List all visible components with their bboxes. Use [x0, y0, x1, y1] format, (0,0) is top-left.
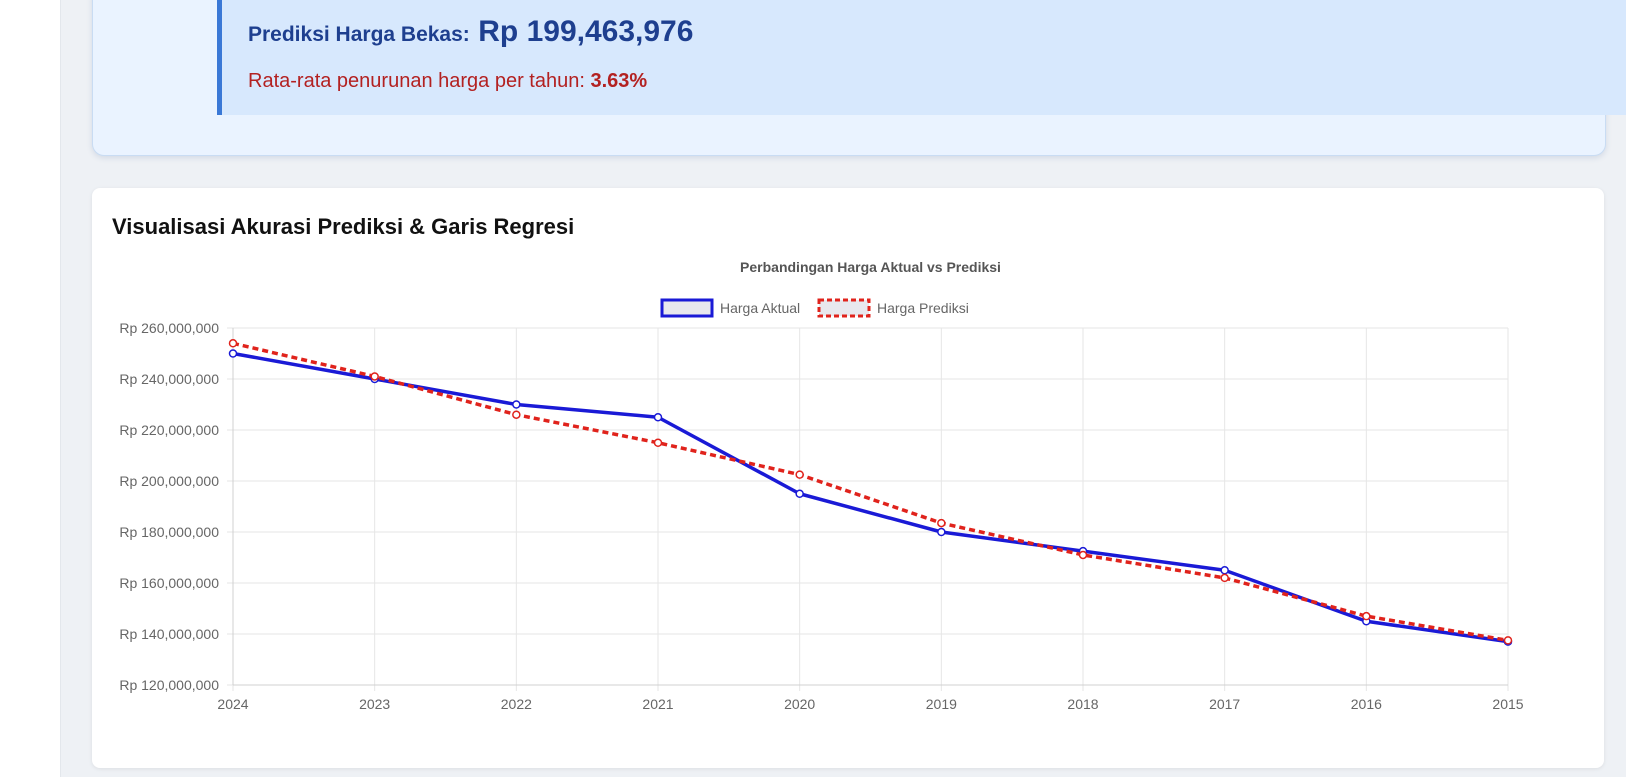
y-tick-label: Rp 240,000,000 — [119, 371, 219, 387]
chart-title: Perbandingan Harga Aktual vs Prediksi — [740, 259, 1001, 275]
x-tick-label-2017: 2017 — [1209, 696, 1240, 712]
legend-swatch-predicted — [817, 298, 871, 318]
x-tick-label-2018: 2018 — [1067, 696, 1098, 712]
data-point-actual-2021 — [653, 413, 663, 422]
data-point-predicted-2022 — [512, 410, 521, 419]
x-tick-label-2024: 2024 — [217, 696, 248, 712]
depreciation-rate-label: Rata-rata penurunan harga per tahun: — [248, 70, 585, 92]
data-point-actual-2017 — [1220, 566, 1229, 575]
x-tick-label-2015: 2015 — [1492, 696, 1523, 712]
y-tick-label: Rp 200,000,000 — [119, 473, 219, 489]
data-point-predicted-2023 — [370, 372, 379, 381]
data-point-actual-2024 — [228, 349, 238, 358]
price-comparison-chart[interactable]: Perbandingan Harga Aktual vs Prediksi Har… — [92, 188, 1604, 768]
data-point-actual-2020 — [795, 489, 804, 498]
y-tick-label: Rp 220,000,000 — [119, 422, 219, 438]
x-tick-label-2020: 2020 — [784, 696, 815, 712]
data-point-actual-2019 — [937, 527, 946, 537]
y-tick-label: Rp 160,000,000 — [119, 575, 219, 591]
predicted-price-line: Prediksi Harga Bekas: Rp 199,463,976 — [248, 15, 693, 49]
y-tick-label: Rp 140,000,000 — [119, 626, 219, 642]
y-tick-label: Rp 120,000,000 — [119, 677, 219, 693]
legend-label-actual: Harga Aktual — [720, 300, 800, 316]
data-point-predicted-2018 — [1078, 550, 1088, 560]
series-line-actual — [232, 351, 1509, 644]
x-tick-label-2023: 2023 — [359, 696, 390, 712]
legend-label-predicted: Harga Prediksi — [877, 300, 969, 316]
y-tick-label: Rp 180,000,000 — [119, 524, 219, 540]
data-point-predicted-2019 — [937, 518, 946, 528]
y-tick-label: Rp 260,000,000 — [119, 320, 219, 336]
data-point-predicted-2020 — [795, 470, 804, 479]
x-tick-label-2016: 2016 — [1351, 696, 1382, 712]
predicted-price-value: Rp 199,463,976 — [478, 15, 694, 48]
x-tick-label-2019: 2019 — [926, 696, 957, 712]
data-point-predicted-2024 — [228, 339, 238, 348]
x-tick-label-2021: 2021 — [642, 696, 673, 712]
prediction-result-card: Prediksi Harga Bekas: Rp 199,463,976 Rat… — [92, 0, 1626, 156]
chart-section-heading: Visualisasi Akurasi Prediksi & Garis Reg… — [112, 214, 575, 239]
depreciation-rate-line: Rata-rata penurunan harga per tahun: 3.6… — [248, 70, 647, 93]
x-tick-label-2022: 2022 — [501, 696, 532, 712]
data-point-actual-2022 — [512, 400, 521, 409]
depreciation-rate-value: 3.63% — [590, 70, 648, 92]
data-point-predicted-2015 — [1503, 636, 1513, 645]
chart-card: Visualisasi Akurasi Prediksi & Garis Reg… — [92, 188, 1604, 768]
data-point-predicted-2017 — [1220, 573, 1229, 583]
left-sidebar-panel — [0, 0, 61, 777]
data-point-predicted-2021 — [653, 438, 663, 447]
series-line-predicted — [232, 341, 1509, 643]
predicted-price-label: Prediksi Harga Bekas: — [248, 23, 470, 46]
legend-swatch-actual — [660, 298, 714, 318]
prediction-result-box: Prediksi Harga Bekas: Rp 199,463,976 Rat… — [217, 0, 1626, 115]
data-point-predicted-2016 — [1362, 611, 1371, 621]
